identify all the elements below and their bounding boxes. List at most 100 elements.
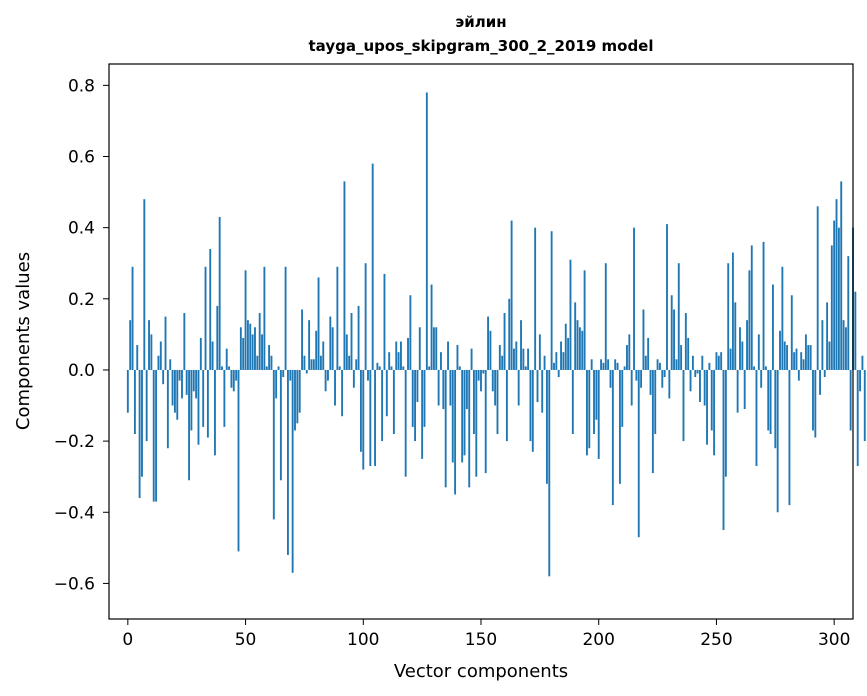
bar-229	[666, 224, 668, 370]
bar-232	[673, 309, 675, 370]
bar-64	[277, 366, 280, 370]
y-tick-label: 0.0	[68, 361, 95, 381]
bar-104	[371, 163, 374, 370]
bar-106	[376, 362, 379, 370]
y-tick-label: 0.8	[68, 76, 95, 96]
bar-76	[305, 369, 308, 374]
bar-13	[157, 355, 160, 370]
bar-5	[138, 369, 141, 499]
bar-152	[484, 369, 487, 474]
bar-63	[275, 369, 278, 399]
bar-86	[329, 316, 332, 370]
bar-10	[150, 334, 153, 370]
x-tick-label: 150	[465, 630, 497, 650]
bar-299	[830, 245, 833, 370]
bar-65	[279, 369, 282, 481]
bar-241	[694, 369, 697, 378]
bar-194	[583, 270, 586, 370]
bar-296	[823, 369, 826, 378]
bar-22	[178, 369, 181, 381]
bar-168	[522, 348, 525, 370]
bar-276	[776, 369, 779, 513]
bar-116	[400, 341, 402, 370]
bar-230	[668, 369, 671, 399]
bar-140	[456, 345, 459, 370]
bar-295	[821, 320, 824, 370]
bar-122	[414, 369, 417, 442]
bar-203	[604, 263, 607, 370]
bar-164	[513, 348, 515, 370]
bar-228	[663, 369, 666, 378]
bar-271	[764, 366, 767, 370]
bar-94	[348, 355, 351, 370]
bar-82	[319, 355, 322, 370]
bar-70	[291, 369, 294, 573]
bar-118	[404, 369, 407, 477]
bar-48	[239, 327, 242, 370]
bar-66	[282, 369, 285, 378]
bar-158	[498, 345, 501, 370]
bar-157	[496, 369, 499, 434]
chart-title: эйлин	[455, 13, 506, 31]
bar-11	[152, 369, 155, 502]
bar-285	[797, 369, 800, 381]
bar-102	[367, 369, 369, 381]
y-tick-label: 0.2	[68, 290, 95, 310]
bar-159	[501, 355, 504, 370]
bar-196	[588, 369, 591, 449]
bar-71	[294, 369, 296, 431]
bar-265	[750, 245, 753, 370]
y-tick-label: 0.6	[68, 148, 95, 168]
bar-270	[762, 241, 765, 370]
bar-96	[352, 369, 355, 388]
bar-304	[842, 320, 845, 370]
x-tick-label: 50	[235, 630, 257, 650]
x-tick-label: 250	[700, 630, 732, 650]
bar-279	[783, 341, 786, 370]
bar-52	[249, 323, 252, 370]
bars-group	[126, 92, 866, 577]
bar-29	[195, 369, 198, 399]
bar-110	[385, 369, 388, 417]
bar-144	[465, 369, 468, 410]
bar-69	[289, 369, 292, 381]
bar-67	[284, 266, 287, 370]
bar-306	[847, 256, 850, 370]
bar-138	[451, 369, 454, 463]
bar-275	[774, 369, 777, 449]
bar-225	[656, 359, 659, 370]
bar-47	[237, 369, 240, 552]
bar-130	[432, 327, 435, 370]
bar-175	[538, 334, 541, 370]
bar-227	[661, 369, 664, 388]
bar-249	[713, 369, 716, 456]
bar-26	[188, 369, 190, 481]
bar-121	[411, 369, 414, 427]
bar-87	[331, 327, 334, 370]
bar-246	[706, 369, 708, 445]
bar-262	[743, 369, 746, 410]
bar-289	[807, 345, 810, 370]
bar-231	[670, 295, 673, 370]
bar-161	[505, 369, 508, 442]
bar-213	[628, 334, 631, 370]
bar-176	[541, 369, 544, 413]
bar-307	[849, 369, 852, 431]
bar-49	[242, 337, 245, 370]
bar-133	[440, 352, 442, 370]
bar-244	[701, 355, 704, 370]
bar-107	[378, 366, 381, 370]
bar-283	[793, 352, 796, 370]
bar-251	[717, 355, 720, 370]
y-tick-label: −0.6	[54, 574, 95, 594]
bar-79	[312, 359, 315, 370]
bar-281	[788, 369, 791, 506]
bar-155	[491, 369, 494, 392]
bar-51	[246, 320, 249, 370]
bar-72	[296, 369, 299, 424]
bar-268	[757, 334, 760, 370]
bar-195	[586, 369, 588, 456]
y-axis-ticks: −0.6 −0.4 −0.2 0.0 0.2 0.4 0.6 0.8	[54, 76, 109, 594]
bar-204	[607, 359, 610, 370]
